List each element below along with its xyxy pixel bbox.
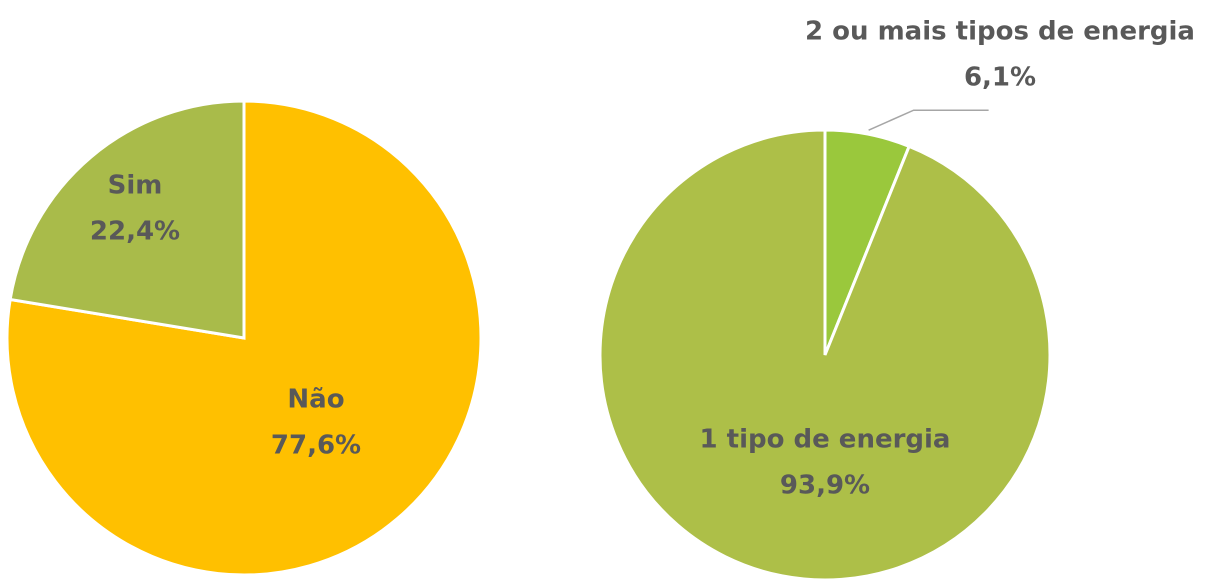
slice-label: 2 ou mais tipos de energia	[805, 17, 1195, 47]
slice-value-label: 93,9%	[780, 471, 870, 501]
slice-label: Sim	[108, 171, 163, 201]
slice-value-label: 6,1%	[964, 63, 1036, 93]
pie-slice	[8, 99, 246, 340]
leader-line	[868, 109, 989, 131]
slice-value-label: 22,4%	[90, 217, 180, 247]
pie-slice	[598, 128, 1052, 581]
pie-slice	[5, 99, 483, 577]
slice-value-label: 77,6%	[271, 431, 361, 461]
slice-label: Não	[287, 385, 344, 415]
slice-label: 1 tipo de energia	[700, 425, 951, 455]
